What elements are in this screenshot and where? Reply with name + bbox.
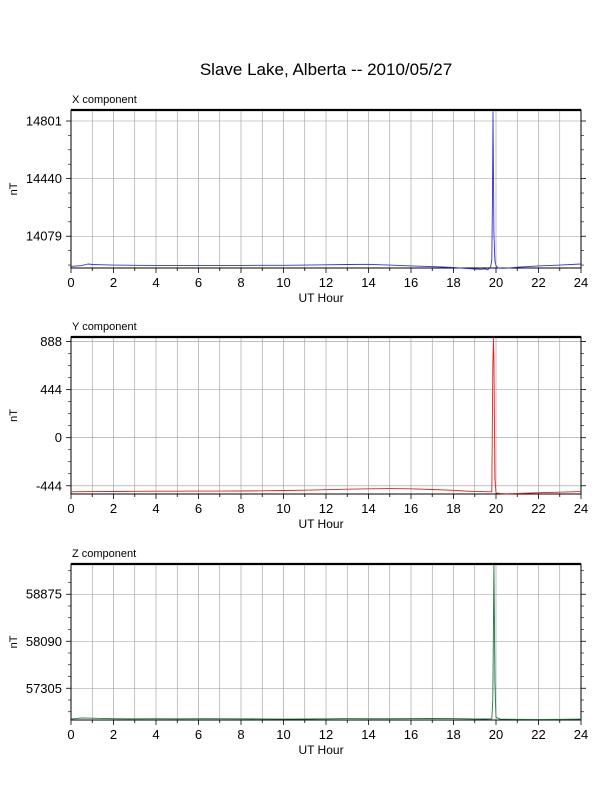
data-series-line — [70, 337, 582, 495]
x-tick-label: 4 — [152, 727, 159, 742]
x-tick-label: 20 — [489, 501, 503, 516]
x-tick-label: 18 — [446, 275, 460, 290]
x-tick-label: 10 — [276, 727, 290, 742]
figure-title: Slave Lake, Alberta -- 2010/05/27 — [200, 60, 452, 79]
panel-label: Y component — [72, 321, 137, 333]
y-tick-label: 58875 — [26, 587, 62, 602]
x-tick-label: 24 — [574, 275, 588, 290]
x-tick-label: 10 — [276, 501, 290, 516]
y-tick-label: 444 — [40, 382, 62, 397]
x-tick-label: 16 — [404, 275, 418, 290]
y-axis-label: nT — [8, 635, 20, 648]
x-tick-label: 22 — [531, 275, 545, 290]
y-axis-label: nT — [8, 182, 20, 195]
x-tick-label: 0 — [67, 501, 74, 516]
x-tick-label: 6 — [195, 727, 202, 742]
panel-label: Z component — [72, 548, 136, 560]
x-tick-label: 24 — [574, 501, 588, 516]
x-tick-label: 14 — [361, 727, 375, 742]
x-tick-label: 22 — [531, 501, 545, 516]
x-tick-label: 8 — [237, 501, 244, 516]
x-tick-label: 12 — [319, 727, 333, 742]
x-tick-label: 12 — [319, 275, 333, 290]
y-axis-label: nT — [8, 409, 20, 422]
y-tick-label: 0 — [55, 430, 62, 445]
x-tick-label: 2 — [110, 501, 117, 516]
x-tick-label: 8 — [237, 727, 244, 742]
y-tick-label: 57305 — [26, 681, 62, 696]
y-tick-label: 14440 — [26, 171, 62, 186]
x-tick-label: 18 — [446, 727, 460, 742]
x-tick-label: 0 — [67, 275, 74, 290]
x-axis-label: UT Hour — [298, 517, 343, 531]
data-series-line — [70, 564, 582, 720]
y-tick-label: 14801 — [26, 114, 62, 129]
x-tick-label: 24 — [574, 727, 588, 742]
panel-label: X component — [72, 94, 137, 106]
x-tick-label: 2 — [110, 727, 117, 742]
y-tick-label: 888 — [40, 334, 62, 349]
x-tick-label: 20 — [489, 727, 503, 742]
x-tick-label: 20 — [489, 275, 503, 290]
x-tick-label: 16 — [404, 727, 418, 742]
x-tick-label: 16 — [404, 501, 418, 516]
x-tick-label: 2 — [110, 275, 117, 290]
x-tick-label: 14 — [361, 275, 375, 290]
x-tick-label: 6 — [195, 275, 202, 290]
x-axis-label: UT Hour — [298, 743, 343, 757]
y-tick-label: 14079 — [26, 229, 62, 244]
x-tick-label: 22 — [531, 727, 545, 742]
x-tick-label: 4 — [152, 501, 159, 516]
x-tick-label: 0 — [67, 727, 74, 742]
x-tick-label: 14 — [361, 501, 375, 516]
x-tick-label: 10 — [276, 275, 290, 290]
x-tick-label: 18 — [446, 501, 460, 516]
x-tick-label: 6 — [195, 501, 202, 516]
x-tick-label: 12 — [319, 501, 333, 516]
x-tick-label: 4 — [152, 275, 159, 290]
y-tick-label: 58090 — [26, 634, 62, 649]
x-axis-label: UT Hour — [298, 291, 343, 305]
data-series-line — [70, 111, 582, 271]
y-tick-label: -444 — [36, 478, 62, 493]
x-tick-label: 8 — [237, 275, 244, 290]
